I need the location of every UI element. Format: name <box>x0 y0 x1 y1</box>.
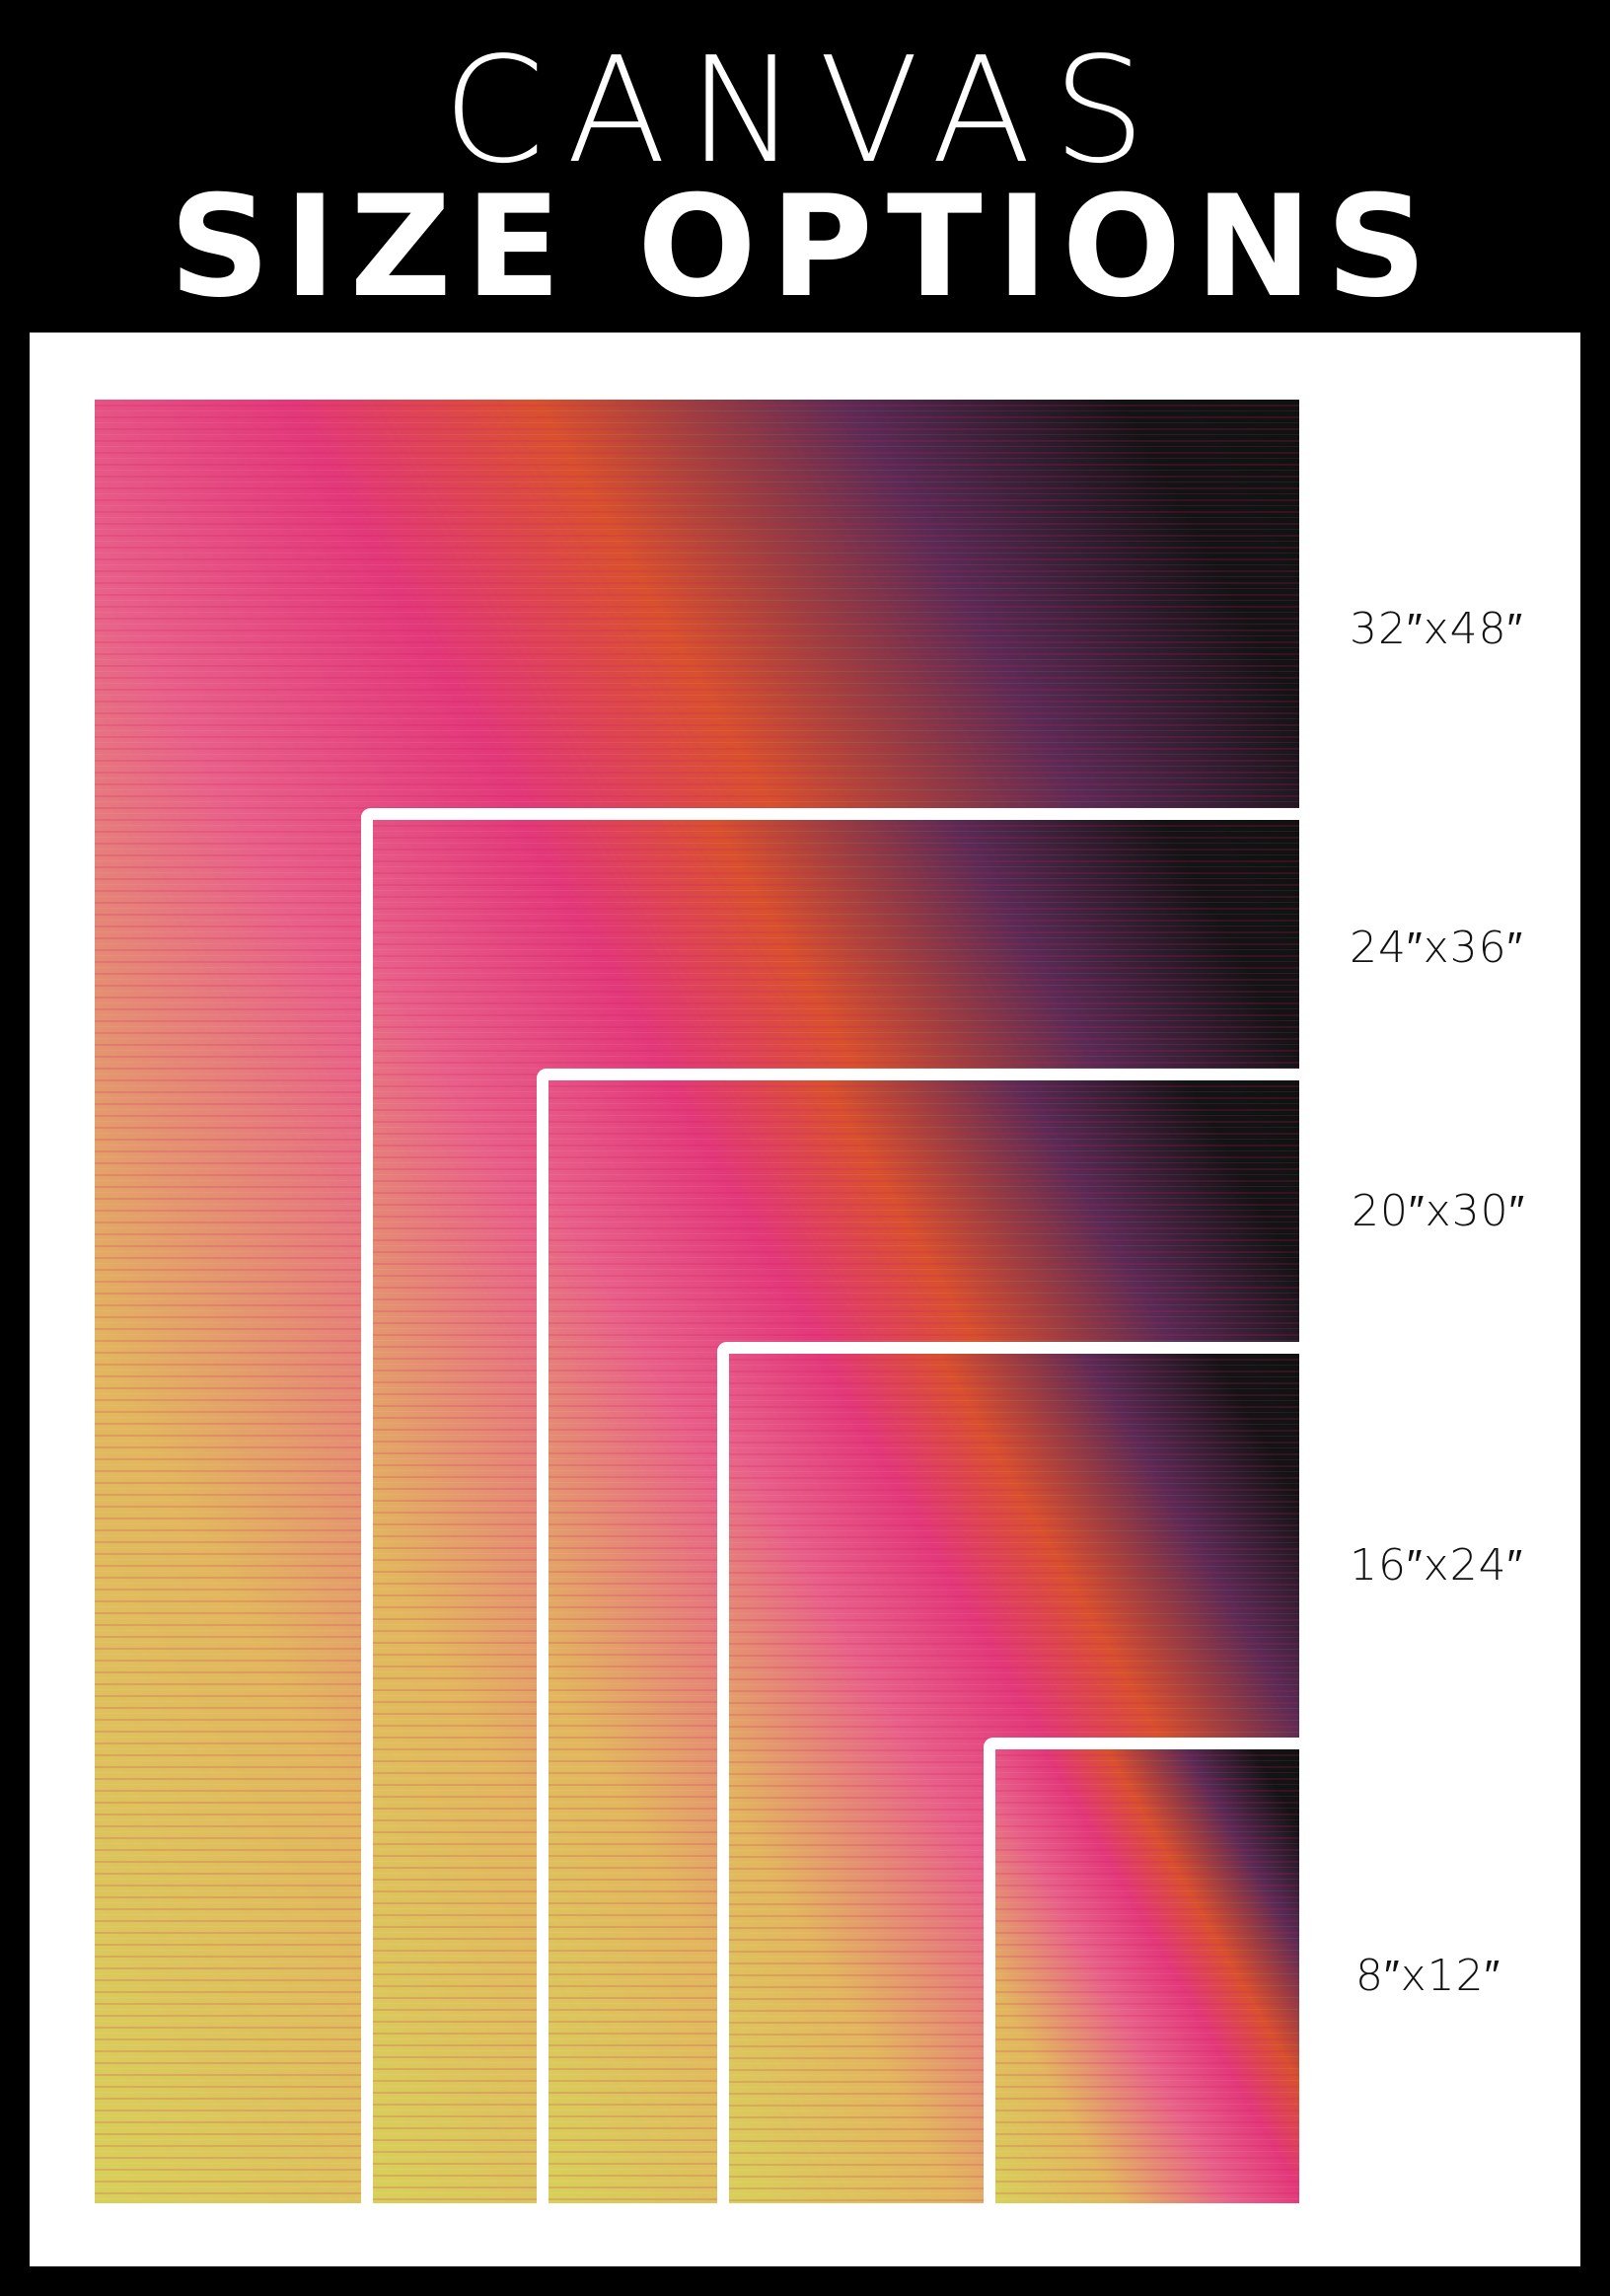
title-size-options: SIZE OPTIONS <box>169 166 1441 329</box>
size-label-8x12: 8″x12″ <box>1355 1951 1501 2001</box>
size-label-32x48: 32″x48″ <box>1350 604 1524 654</box>
canvas-8x12 <box>984 1738 1299 2203</box>
size-label-24x36: 24″x36″ <box>1350 923 1524 973</box>
title-canvas: CANVAS <box>442 26 1168 195</box>
size-label-16x24: 16″x24″ <box>1350 1540 1524 1591</box>
size-label-20x30: 20″x30″ <box>1352 1186 1526 1236</box>
